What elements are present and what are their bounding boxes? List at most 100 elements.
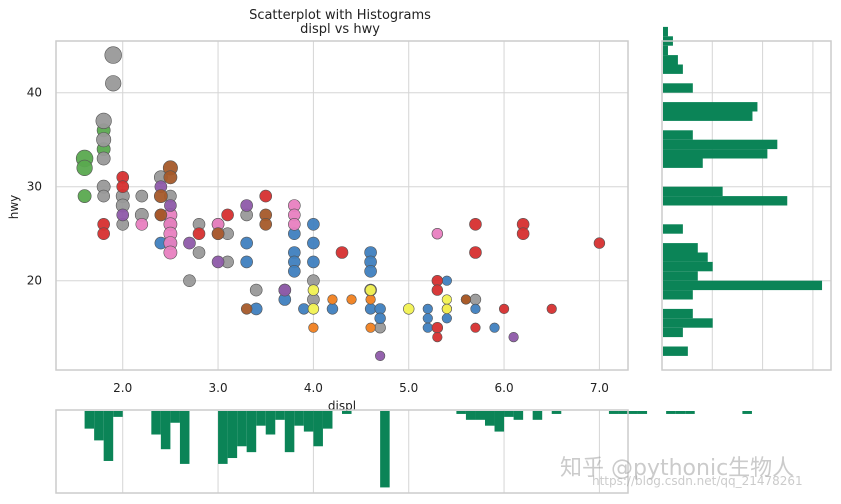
scatter-point	[307, 284, 320, 296]
histogram-bar	[663, 186, 723, 197]
scatter-point	[104, 46, 122, 64]
histogram-bar	[663, 26, 668, 37]
histogram-bar	[663, 252, 708, 262]
scatter-point	[164, 199, 177, 212]
chart-title: Scatterplot with Histograms	[249, 8, 431, 23]
histogram-bar	[294, 411, 304, 426]
scatter-point	[211, 227, 225, 240]
scatter-point	[326, 303, 339, 315]
scatter-point	[97, 227, 110, 240]
scatter-point	[77, 189, 92, 203]
scatter-point	[240, 303, 253, 315]
scatter-point	[259, 189, 273, 203]
histogram-bar	[663, 318, 713, 328]
x-tick-label: 4.0	[304, 381, 323, 395]
scatter-point	[96, 151, 111, 166]
histogram-bar	[551, 411, 562, 414]
histogram-bar	[663, 149, 768, 159]
chart-subtitle: displ vs hwy	[300, 22, 380, 37]
scatter-point	[307, 255, 320, 269]
scatter-point	[441, 303, 452, 315]
scatter-point	[298, 303, 310, 315]
scatter-point	[95, 112, 112, 129]
histogram-bar	[275, 411, 285, 420]
histogram-bar	[663, 130, 693, 140]
scatter-point	[288, 218, 301, 231]
histogram-bar	[663, 196, 788, 206]
histogram-bar	[160, 411, 171, 450]
histogram-bar	[663, 243, 698, 253]
main-gridlines	[56, 41, 628, 370]
histogram-bar	[84, 411, 95, 429]
histogram-bar	[628, 411, 638, 414]
histogram-bar	[218, 411, 228, 464]
bottom-histogram	[84, 411, 752, 488]
right-histogram-frame	[661, 40, 832, 371]
bottom-histogram-gridlines	[122, 410, 600, 493]
scatter-point	[364, 284, 377, 296]
scatter-point	[97, 189, 110, 203]
histogram-bar	[179, 411, 190, 464]
scatter-point	[469, 246, 482, 259]
histogram-bar	[151, 411, 161, 435]
histogram-bar	[94, 411, 104, 441]
scatter-point	[593, 237, 606, 249]
watermark-url: https://blog.csdn.net/qq_21478261	[592, 474, 803, 488]
x-tick-label: 3.0	[209, 381, 228, 395]
histogram-bar	[103, 411, 114, 461]
scatter-point	[498, 303, 510, 315]
scatter-point	[76, 159, 93, 176]
scatter-points	[75, 46, 606, 362]
histogram-bar	[342, 411, 352, 414]
histogram-bar	[663, 45, 668, 56]
histogram-bar	[532, 411, 543, 420]
histogram-bar	[380, 411, 390, 488]
scatter-point	[249, 283, 263, 297]
bottom-histogram-frame	[55, 409, 629, 494]
scatter-point	[211, 255, 225, 269]
scatter-point	[469, 293, 482, 306]
scatter-point	[422, 322, 433, 333]
x-tick-label: 7.0	[590, 381, 609, 395]
histogram-bar	[113, 411, 123, 417]
scatter-point	[469, 218, 482, 231]
histogram-bar	[663, 346, 688, 356]
scatter-point	[327, 294, 338, 305]
scatter-point	[116, 180, 130, 193]
histogram-bar	[513, 411, 524, 420]
histogram-bar	[663, 290, 693, 300]
histogram-bar	[663, 139, 778, 150]
scatter-point	[431, 228, 444, 240]
y-tick-label: 30	[27, 180, 42, 194]
histogram-bar	[742, 411, 752, 414]
scatter-point	[432, 332, 443, 343]
histogram-bar	[475, 411, 485, 420]
histogram-bar	[663, 271, 698, 281]
scatter-point	[288, 264, 301, 278]
x-tick-label: 6.0	[495, 381, 514, 395]
watermark-text: 知乎 @pythonic生物人	[560, 456, 795, 481]
scatter-point	[364, 303, 377, 315]
main-plot-frame	[55, 40, 629, 371]
scatter-point	[308, 322, 319, 333]
scatter-point	[470, 303, 481, 315]
scatter-point	[365, 294, 376, 305]
scatter-point	[154, 208, 168, 222]
histogram-bar	[663, 158, 703, 168]
scatter-point	[183, 274, 196, 288]
scatter-point	[163, 170, 178, 185]
scatter-point	[307, 236, 320, 250]
histogram-bar	[170, 411, 180, 423]
scatter-point	[365, 322, 376, 333]
histogram-bar	[284, 411, 295, 453]
scatter-point	[278, 283, 292, 297]
scatter-point	[192, 227, 206, 240]
histogram-bar	[637, 411, 648, 414]
scatter-point	[441, 294, 452, 305]
histogram-bar	[663, 83, 693, 93]
histogram-bar	[663, 64, 683, 74]
scatter-point	[374, 312, 386, 324]
scatter-point	[403, 303, 415, 315]
histogram-bar	[663, 280, 823, 291]
